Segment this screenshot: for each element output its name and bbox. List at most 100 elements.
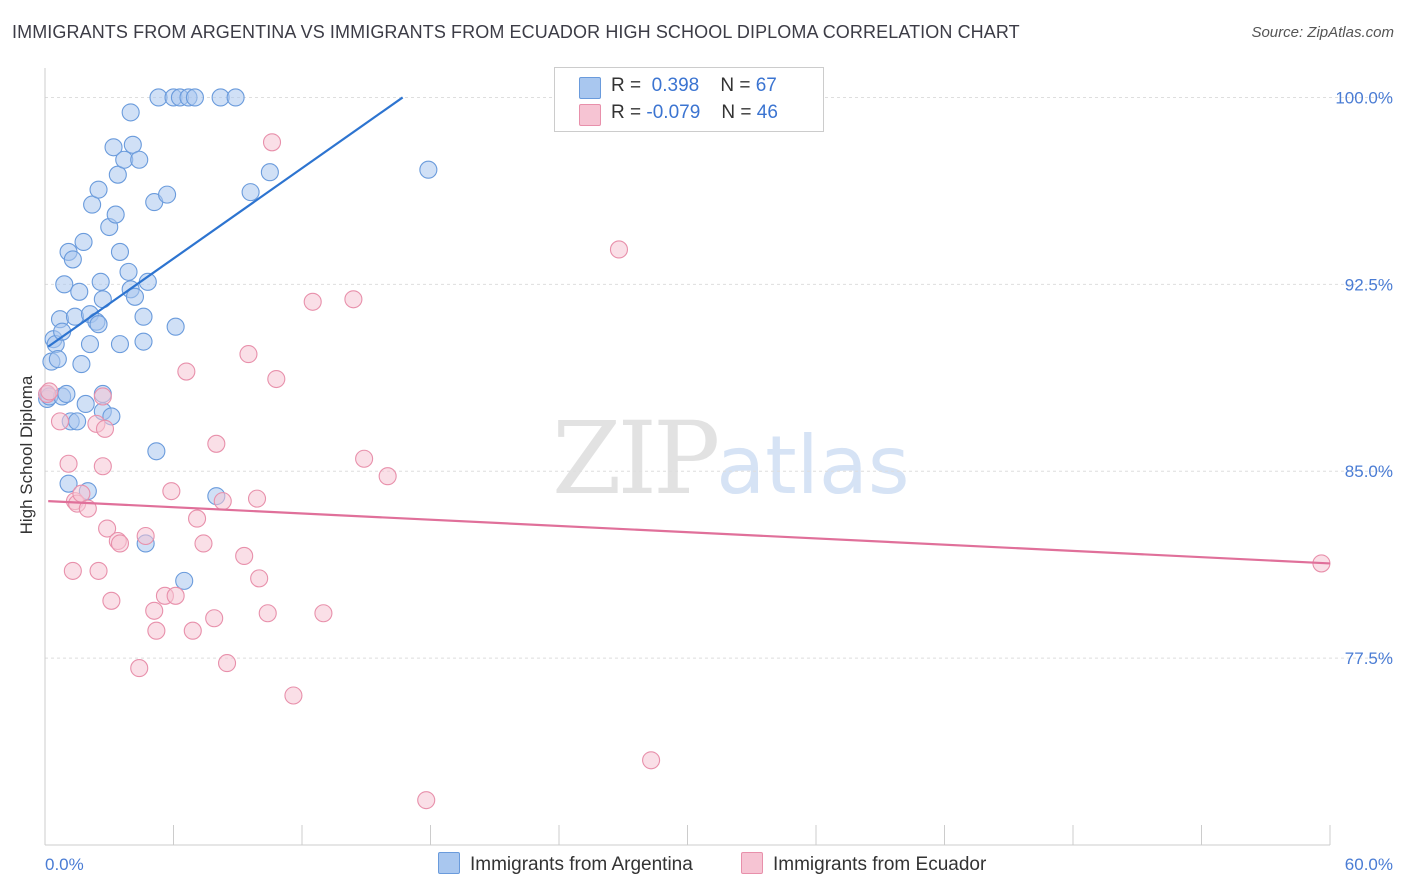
ecuador-legend-swatch: [741, 852, 763, 874]
argentina-point: [185, 88, 204, 107]
n-value-ecuador: 46: [756, 102, 778, 123]
argentina-point: [91, 272, 110, 291]
argentina-point: [106, 205, 125, 224]
chart-source: Source: ZipAtlas.com: [1251, 24, 1394, 41]
ecuador-point: [284, 686, 303, 705]
legend-item-ecuador: Immigrants from Ecuador: [741, 852, 986, 876]
ecuador-point: [609, 240, 629, 259]
ecuador-point: [98, 519, 117, 538]
ecuador-point: [355, 449, 374, 468]
y-tick-label: 85.0%: [1345, 462, 1393, 481]
ecuador-point: [194, 534, 213, 553]
ecuador-point: [188, 509, 207, 528]
y-tick-label: 92.5%: [1345, 275, 1393, 294]
argentina-point: [55, 275, 74, 294]
ecuador-point: [93, 387, 112, 406]
argentina-point: [104, 138, 123, 157]
argentina-point: [63, 250, 82, 269]
argentina-point: [147, 442, 166, 461]
ecuador-point: [162, 482, 181, 501]
ecuador-point: [130, 659, 149, 678]
argentina-point: [74, 232, 93, 252]
argentina-point: [70, 282, 89, 301]
ecuador-point: [378, 467, 397, 486]
watermark: ZIPatlas: [552, 400, 910, 517]
ecuador-point: [145, 601, 164, 620]
argentina-point: [110, 335, 130, 354]
argentina-swatch: [579, 77, 601, 99]
ecuador-point: [250, 569, 269, 588]
ecuador-point: [235, 546, 254, 565]
ecuador-point: [239, 345, 258, 364]
ecuador-point: [642, 751, 661, 770]
argentina-point: [166, 317, 185, 336]
argentina-point: [76, 394, 95, 413]
ecuador-point: [95, 419, 115, 438]
ecuador-point: [110, 534, 130, 553]
argentina-point: [158, 185, 177, 204]
ecuador-point: [177, 362, 196, 381]
ecuador-point: [303, 292, 322, 311]
ecuador-point: [213, 492, 232, 511]
watermark-zip: ZIP: [552, 400, 720, 517]
ecuador-point: [183, 621, 202, 640]
argentina-point: [119, 262, 138, 281]
ecuador-point: [417, 791, 436, 810]
r-value-argentina: 0.398: [651, 75, 700, 96]
argentina-legend-swatch: [438, 852, 460, 874]
argentina-point: [110, 242, 130, 261]
n-label: N =: [720, 75, 751, 96]
argentina-point: [241, 183, 260, 202]
legend-label-argentina: Immigrants from Argentina: [470, 854, 693, 875]
ecuador-trend-line: [48, 500, 1331, 565]
ecuador-point: [247, 489, 267, 508]
ecuador-point: [314, 604, 333, 623]
x-tick-label: 0.0%: [45, 855, 84, 874]
argentina-point: [260, 163, 279, 182]
ecuador-point: [50, 412, 70, 431]
argentina-point: [226, 88, 245, 107]
argentina-point: [89, 180, 108, 199]
argentina-point: [83, 195, 102, 214]
argentina-point: [130, 150, 149, 169]
ecuador-point: [63, 561, 82, 580]
ecuador-swatch: [579, 104, 601, 126]
argentina-point: [68, 412, 87, 431]
ecuador-point: [267, 369, 286, 389]
r-value-ecuador: -0.079: [646, 102, 701, 123]
argentina-point: [57, 384, 76, 404]
watermark-atlas: atlas: [716, 419, 910, 512]
stats-legend: R = 0.398 N = 67 R = -0.079 N = 46: [554, 67, 824, 132]
y-tick-label: 77.5%: [1345, 649, 1393, 668]
x-tick-label: 60.0%: [1345, 855, 1393, 874]
argentina-point: [89, 315, 108, 334]
y-tick-label: 100.0%: [1335, 88, 1393, 107]
argentina-trend-line: [47, 96, 404, 348]
ecuador-point: [89, 561, 108, 580]
r-label: R =: [611, 102, 642, 123]
argentina-point: [125, 287, 144, 306]
chart-title: IMMIGRANTS FROM ARGENTINA VS IMMIGRANTS …: [12, 22, 1020, 42]
ecuador-point: [205, 609, 224, 628]
ecuador-point: [258, 604, 277, 623]
argentina-point: [175, 571, 194, 590]
ecuador-point: [147, 621, 166, 640]
ecuador-point: [166, 586, 185, 605]
ecuador-point: [136, 526, 155, 546]
argentina-point: [419, 160, 438, 179]
n-value-argentina: 67: [755, 75, 777, 96]
n-label: N =: [721, 102, 752, 123]
ecuador-point: [262, 133, 282, 152]
ecuador-point: [207, 434, 226, 453]
argentina-point: [80, 335, 100, 354]
argentina-point: [48, 350, 67, 369]
ecuador-point: [93, 457, 112, 476]
ecuador-point: [344, 290, 363, 309]
argentina-point: [121, 103, 140, 122]
argentina-point: [134, 332, 153, 351]
ecuador-point: [59, 454, 78, 473]
legend-label-ecuador: Immigrants from Ecuador: [773, 854, 987, 875]
argentina-point: [134, 307, 153, 326]
argentina-point: [123, 135, 142, 154]
